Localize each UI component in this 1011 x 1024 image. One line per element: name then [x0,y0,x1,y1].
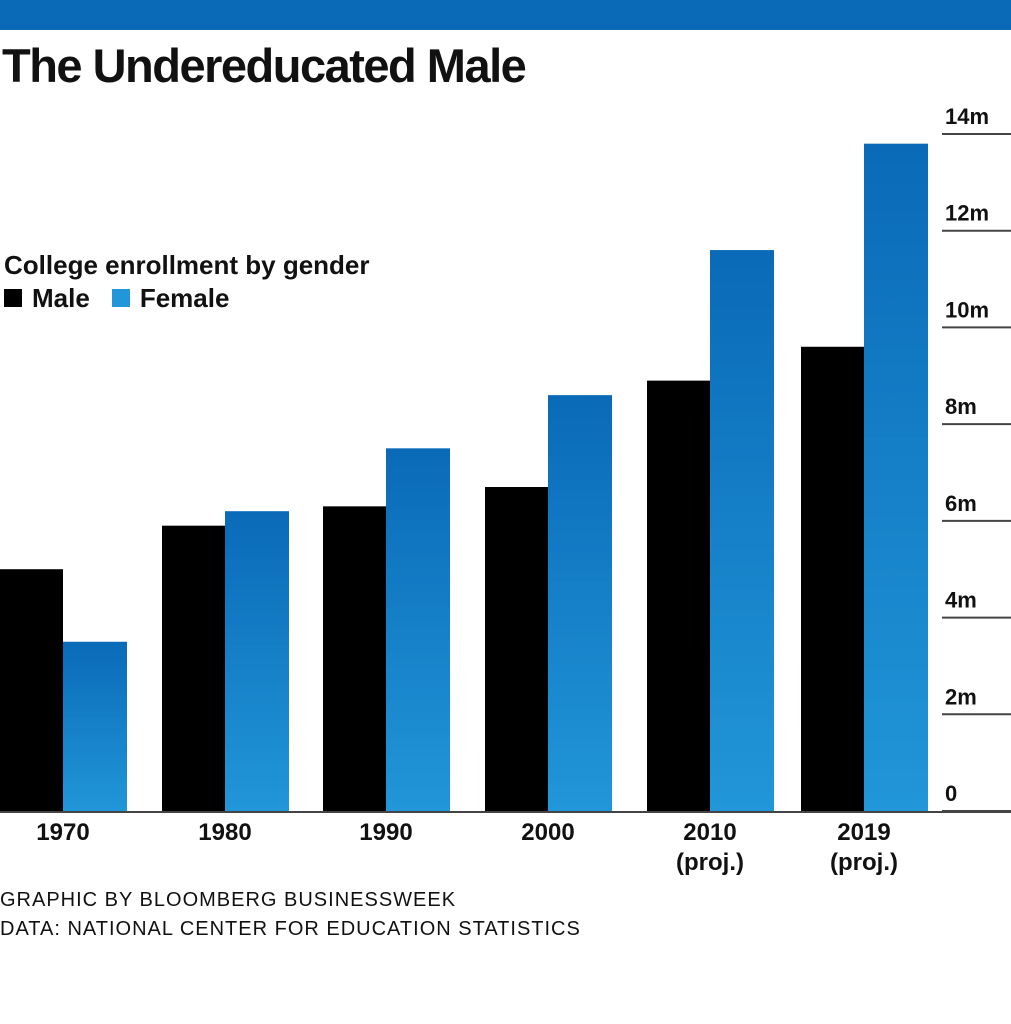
brand-color-bar [0,0,1011,30]
gridlines [0,133,1011,813]
bar-male-2000 [485,487,548,811]
x-tick-label: 1990 [359,819,412,846]
y-tick-label: 0 [945,781,957,806]
bar-male-1980 [162,525,225,811]
y-tick-label: 14m [945,104,989,129]
bar-male-1990 [323,506,386,811]
bar-male-1970 [0,569,63,811]
y-tick-label: 6m [945,491,977,516]
bar-female-1980 [225,511,289,811]
x-tick-sublabel: (proj.) [830,849,898,876]
legend-row: Male Female [4,281,370,315]
legend-item-female: Female [111,282,230,314]
x-tick-label: 2019 [837,819,890,846]
legend-swatch-female [111,289,130,307]
bars [0,143,928,812]
legend-item-male: Male [4,283,90,314]
legend-title: College enrollment by gender [4,250,370,280]
chart-title: The Undereducated Male [2,39,527,92]
bar-female-1970 [63,641,127,811]
bar-female-2019 [864,143,928,811]
bar-female-1990 [386,448,450,811]
bar-male-2019 [801,346,864,811]
y-tick-label: 10m [945,297,989,322]
y-tick-label: 8m [945,394,977,419]
legend-label-male: Male [32,282,90,313]
x-tick-label: 2000 [521,819,574,846]
graphic-credit: GRAPHIC BY BLOOMBERG BUSINESSWEEK [0,889,457,911]
bar-male-2010 [647,380,710,811]
bar-female-2000 [548,395,612,811]
x-tick-sublabel: (proj.) [676,849,744,876]
legend: College enrollment by gender Male Female [4,249,370,315]
axis-labels: 0 2m 4m 6m 8m 10m 12m 14m 1970 1980 1990 2000 2010 (p… [36,104,989,876]
x-tick-label: 2010 [683,819,736,846]
x-tick-label: 1980 [198,819,251,846]
data-source: DATA: NATIONAL CENTER FOR EDUCATION STAT… [0,918,581,940]
y-tick-label: 12m [945,201,989,226]
y-tick-label: 4m [945,588,977,613]
credits: GRAPHIC BY BLOOMBERG BUSINESSWEEK DATA: … [0,886,581,944]
legend-swatch-male [4,289,22,307]
x-tick-label: 1970 [36,819,89,846]
legend-label-female: Female [139,282,230,313]
y-tick-label: 2m [945,684,977,709]
bar-female-2010 [710,250,774,812]
